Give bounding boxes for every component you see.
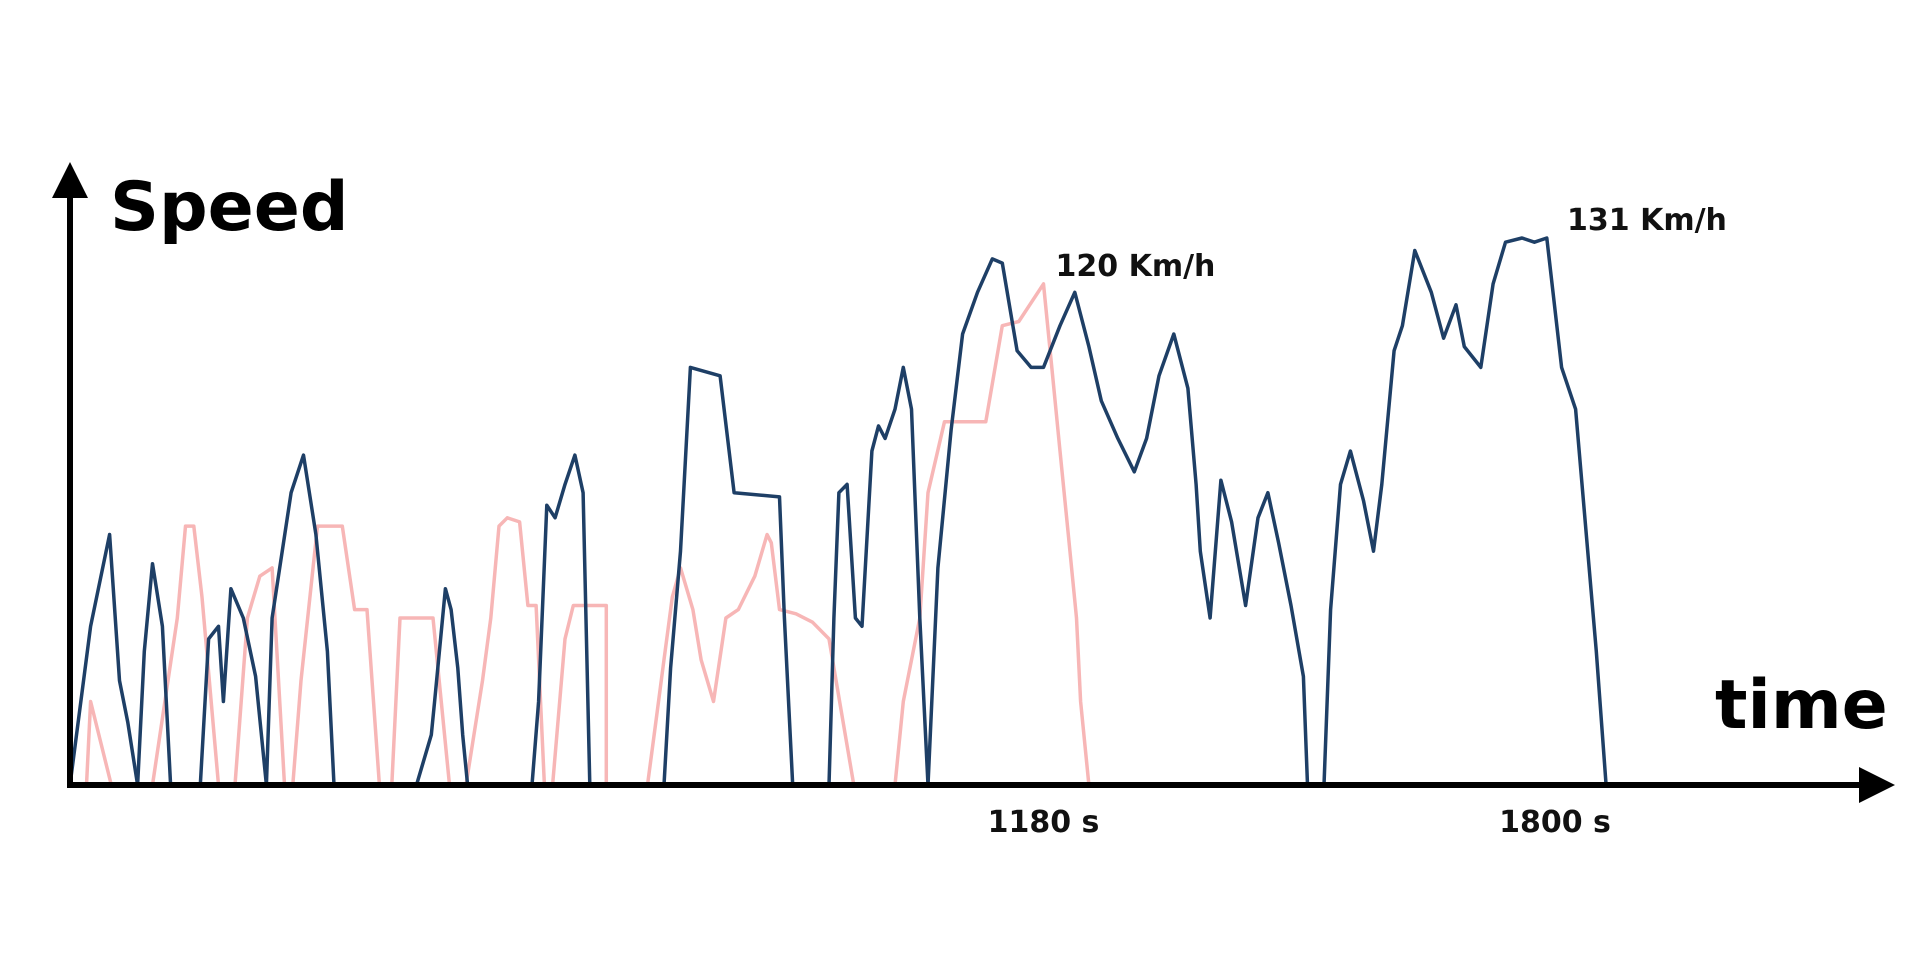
axes-layer: Speed time xyxy=(52,162,1895,803)
x-axis-arrow-icon xyxy=(1859,767,1895,803)
annotation-2: 131 Km/h xyxy=(1567,203,1727,238)
y-axis-arrow-icon xyxy=(52,162,88,198)
x-tick-label-1: 1180 s xyxy=(988,805,1100,840)
series-2-line-6 xyxy=(530,453,592,786)
annotations: 120 Km/h 131 Km/h xyxy=(1056,203,1727,284)
annotation-1: 120 Km/h xyxy=(1056,249,1216,284)
x-axis-title: time xyxy=(1715,666,1888,745)
series-2-line-1 xyxy=(68,532,140,786)
series-layer xyxy=(68,236,1608,787)
x-tick-label-2: 1800 s xyxy=(1499,805,1611,840)
series-2-line-5 xyxy=(414,586,470,786)
series-2-line-2 xyxy=(135,561,173,786)
series-2-line-8 xyxy=(827,365,930,786)
y-axis-title: Speed xyxy=(110,168,349,247)
series-2-line-7 xyxy=(662,365,795,786)
series-1-line-1 xyxy=(70,282,1091,787)
series-2-line-9 xyxy=(926,257,1310,786)
tick-labels: 1180 s 1800 s xyxy=(988,805,1611,840)
series-2-line-4 xyxy=(264,453,336,786)
series-2-line-3 xyxy=(178,586,269,787)
series-2-line-10 xyxy=(1322,236,1608,786)
